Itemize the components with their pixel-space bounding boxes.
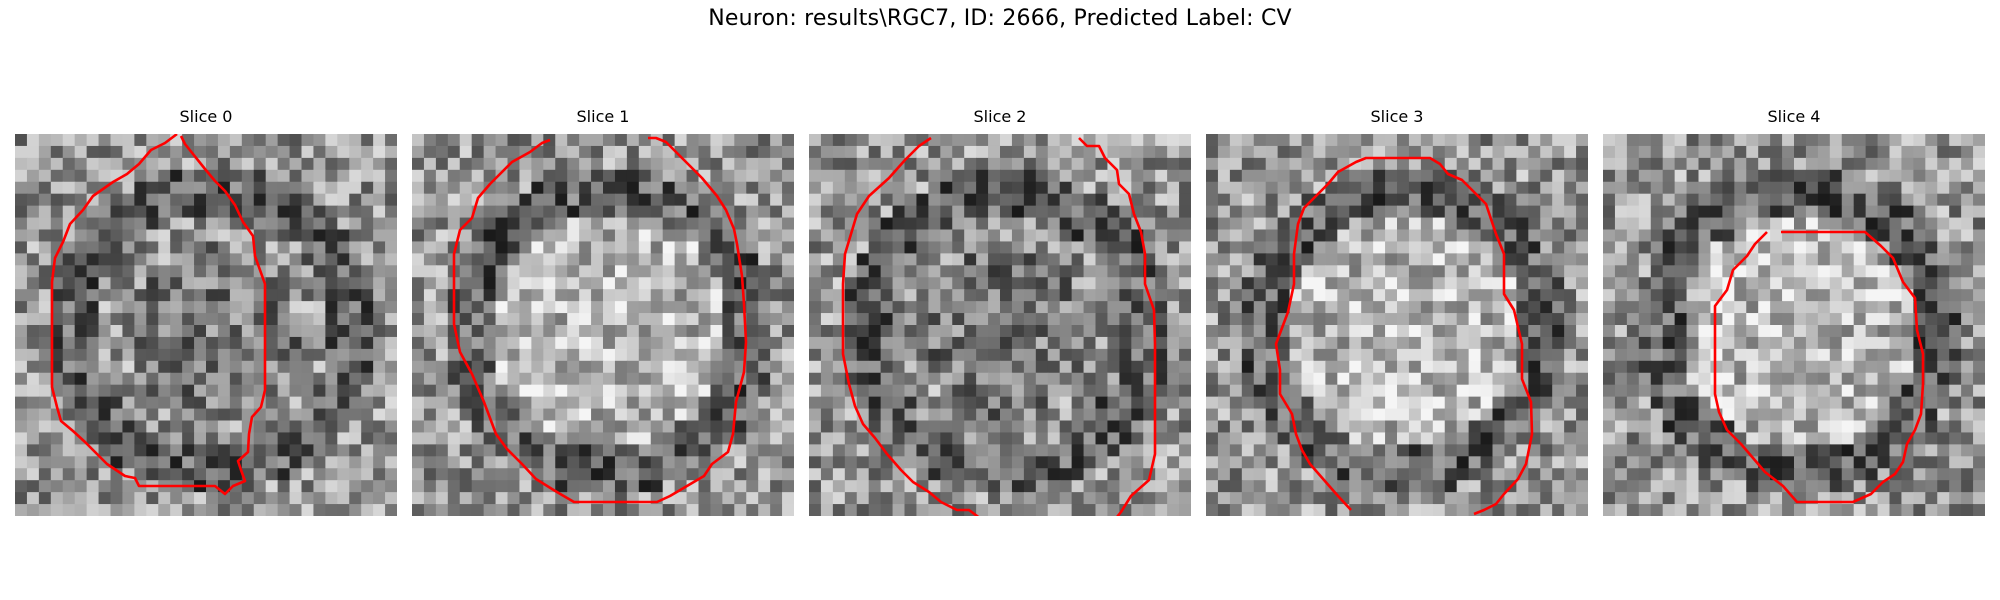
slice-image-0 xyxy=(15,134,397,516)
slice-image-2 xyxy=(809,134,1191,516)
slice-title-1: Slice 1 xyxy=(576,107,630,126)
grayscale-pixels-2 xyxy=(809,134,1191,516)
figure-title: Neuron: results\RGC7, ID: 2666, Predicte… xyxy=(708,6,1292,31)
segmentation-contour-1 xyxy=(452,136,748,504)
segmentation-contour-0 xyxy=(50,134,267,496)
grayscale-pixels-3 xyxy=(1206,134,1588,516)
segmentation-contour-4 xyxy=(1713,230,1925,504)
slice-title-2: Slice 2 xyxy=(973,107,1027,126)
grayscale-pixels-4 xyxy=(1603,134,1985,516)
segmentation-contour-2b xyxy=(1078,137,1157,516)
slice-title-3: Slice 3 xyxy=(1370,107,1424,126)
slice-image-4 xyxy=(1603,134,1985,516)
grayscale-pixels-0 xyxy=(15,134,397,516)
slice-title-0: Slice 0 xyxy=(179,107,233,126)
slice-title-4: Slice 4 xyxy=(1767,107,1821,126)
slice-image-1 xyxy=(412,134,794,516)
segmentation-contour-2 xyxy=(841,136,980,516)
grayscale-pixels-1 xyxy=(412,134,794,516)
slice-image-3 xyxy=(1206,134,1588,516)
segmentation-contour-3 xyxy=(1274,156,1534,516)
